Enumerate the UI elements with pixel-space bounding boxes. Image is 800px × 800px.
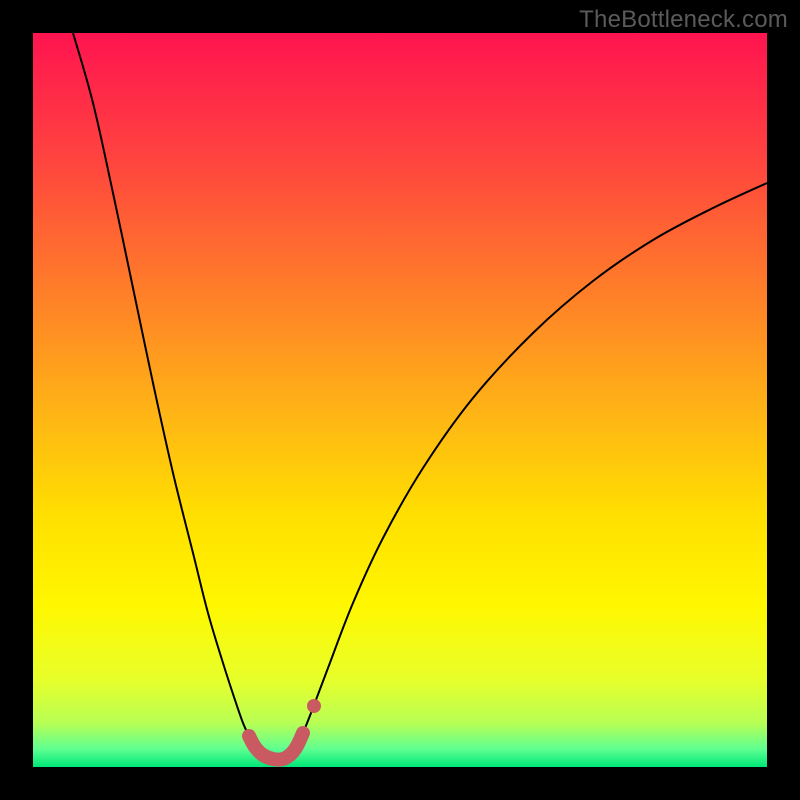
- curve-left: [73, 33, 249, 736]
- curve-right: [303, 183, 767, 733]
- watermark-text: TheBottleneck.com: [579, 6, 788, 34]
- plot-area: [33, 33, 767, 767]
- chart-curves: [33, 33, 767, 767]
- marker-dot: [307, 699, 321, 713]
- marker-line: [249, 733, 303, 760]
